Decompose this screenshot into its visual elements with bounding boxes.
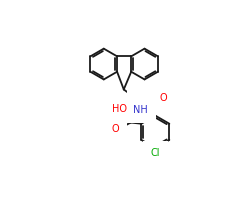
Text: Cl: Cl [150, 148, 160, 158]
Text: O: O [135, 97, 142, 107]
Text: O: O [160, 93, 168, 103]
Text: NH: NH [133, 105, 148, 115]
Text: O: O [112, 124, 119, 134]
Text: HO: HO [112, 104, 127, 114]
